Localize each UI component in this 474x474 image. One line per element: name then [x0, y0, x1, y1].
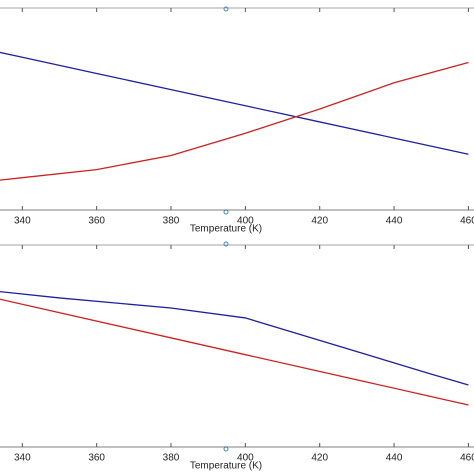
data-line	[0, 61, 469, 181]
x-tick-label: 360	[88, 453, 105, 464]
x-axis-label: Temperature (K)	[190, 461, 262, 472]
x-tick-label: 440	[386, 453, 403, 464]
data-line	[0, 298, 469, 406]
x-tick-label: 420	[311, 453, 328, 464]
x-tick-label: 380	[163, 453, 180, 464]
x-tick-label: 400	[237, 453, 254, 464]
x-tick-label: 340	[14, 216, 31, 227]
x-tick-label: 400	[237, 216, 254, 227]
x-tick-label: 460	[460, 216, 474, 227]
x-tick-label: 420	[311, 216, 328, 227]
x-tick-label: 340	[14, 453, 31, 464]
data-line	[0, 290, 469, 386]
data-line	[0, 51, 469, 155]
x-tick-label: 460	[460, 453, 474, 464]
x-tick-label: 440	[386, 216, 403, 227]
x-tick-label: 360	[88, 216, 105, 227]
marker	[223, 446, 229, 452]
x-tick-label: 380	[163, 216, 180, 227]
marker	[223, 209, 229, 215]
marker	[223, 6, 229, 12]
marker	[223, 241, 229, 247]
x-axis-label: Temperature (K)	[190, 224, 262, 235]
